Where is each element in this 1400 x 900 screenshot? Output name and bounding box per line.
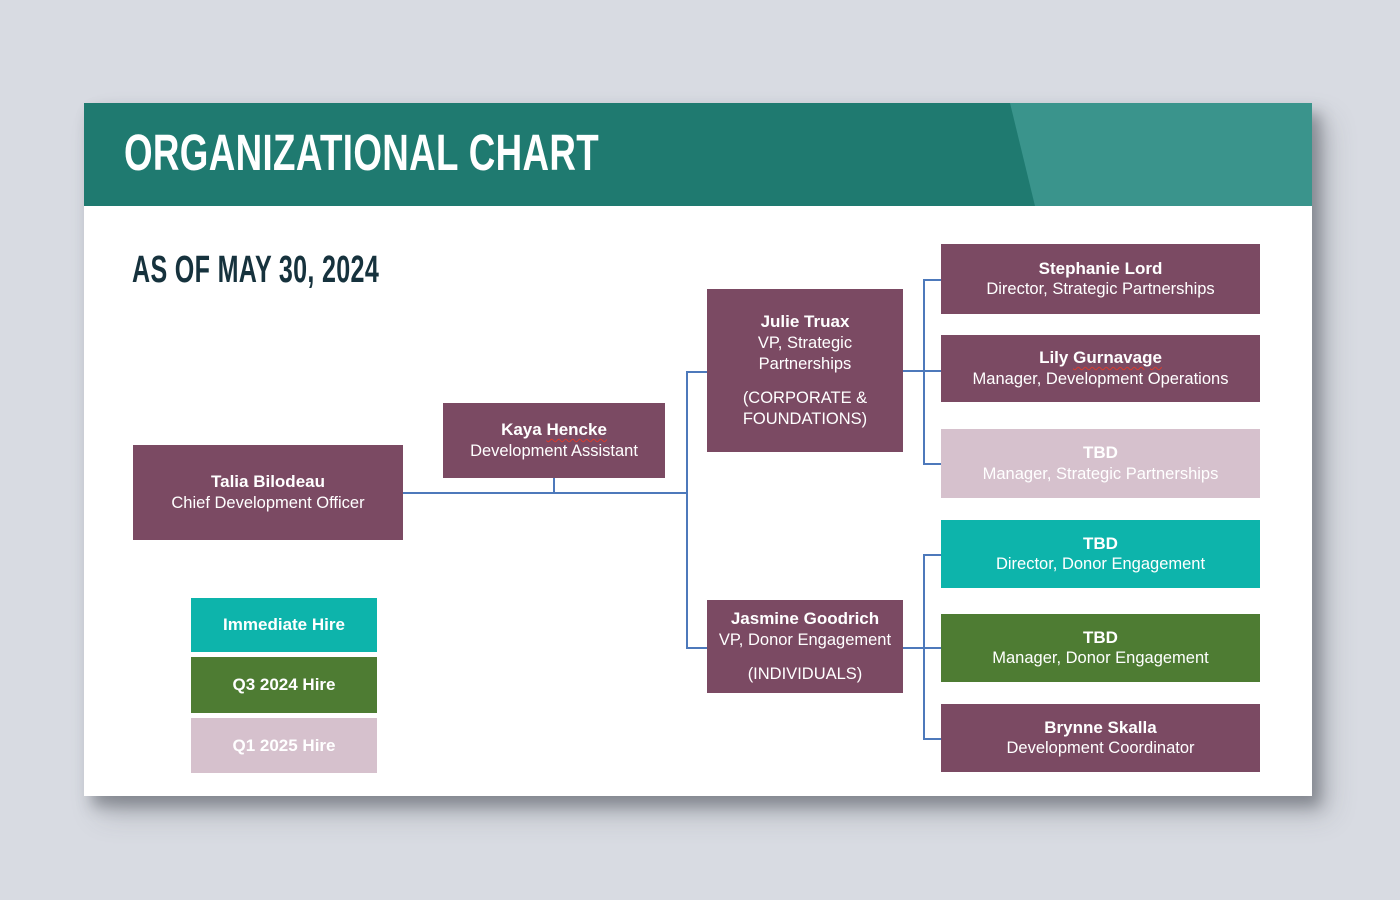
org-node-vp-strategic-partnerships: Julie Truax VP, Strategic Partnerships (…	[707, 289, 903, 452]
legend-q1-2025-hire: Q1 2025 Hire	[191, 718, 377, 773]
org-node-tbd-manager-strategic-partnerships: TBD Manager, Strategic Partnerships	[941, 429, 1260, 498]
name-misspelled-text: Gurnavage	[1073, 348, 1162, 368]
name-text: Brynne Skalla	[1044, 717, 1157, 737]
person-title: Chief Development Officer	[171, 493, 365, 512]
connector-line	[403, 492, 688, 494]
header-diagonal-accent	[1010, 103, 1312, 206]
division-label: (INDIVIDUALS)	[747, 664, 863, 683]
person-name: Julie Truax	[761, 311, 850, 333]
person-title: VP, Strategic Partnerships	[757, 333, 853, 373]
name-text: TBD	[1083, 533, 1118, 553]
person-name: TBD	[1083, 533, 1118, 555]
person-name: TBD	[1083, 442, 1118, 464]
name-text: TBD	[1083, 627, 1118, 647]
org-node-tbd-manager-donor-engagement: TBD Manager, Donor Engagement	[941, 614, 1260, 682]
connector-line	[923, 554, 925, 740]
org-node-tbd-director-donor-engagement: TBD Director, Donor Engagement	[941, 520, 1260, 588]
person-title: Development Coordinator	[1006, 739, 1195, 758]
connector-line	[903, 647, 941, 649]
name-text: Jasmine Goodrich	[730, 609, 880, 629]
person-title: Manager, Donor Engagement	[992, 649, 1209, 668]
person-title: Manager, Development Operations	[972, 369, 1229, 388]
connector-line	[923, 554, 941, 556]
connector-line	[686, 371, 688, 649]
name-text: Stephanie Lord	[1038, 258, 1163, 278]
person-name: Talia Bilodeau	[211, 471, 325, 493]
presentation-slide: ORGANIZATIONAL CHART AS OF MAY 30, 2024 …	[84, 103, 1312, 796]
slide-title: ORGANIZATIONAL CHART	[124, 123, 600, 181]
legend-immediate-hire: Immediate Hire	[191, 598, 377, 652]
connector-line	[686, 371, 707, 373]
org-node-development-coordinator: Brynne Skalla Development Coordinator	[941, 704, 1260, 772]
name-text: TBD	[1083, 443, 1118, 463]
org-node-development-assistant: Kaya Hencke Development Assistant	[443, 403, 665, 478]
person-title: Development Assistant	[470, 441, 638, 460]
person-name: Jasmine Goodrich	[731, 608, 879, 630]
person-title: Director, Strategic Partnerships	[986, 280, 1215, 299]
person-title: Director, Donor Engagement	[995, 555, 1206, 574]
legend-q3-2024-hire: Q3 2024 Hire	[191, 657, 377, 713]
name-text: Julie Truax	[760, 311, 850, 331]
name-text: Kaya	[501, 420, 547, 440]
connector-line	[903, 370, 941, 372]
name-text: Lily	[1039, 348, 1074, 368]
org-node-director-strategic-partnerships: Stephanie Lord Director, Strategic Partn…	[941, 244, 1260, 314]
connector-line	[553, 478, 555, 494]
division-label: (CORPORATE & FOUNDATIONS)	[742, 388, 868, 428]
org-node-manager-development-operations: Lily Gurnavage Manager, Development Oper…	[941, 335, 1260, 402]
connector-line	[923, 738, 941, 740]
connector-line	[686, 647, 707, 649]
person-name: Kaya Hencke	[501, 419, 607, 441]
person-title: Manager, Strategic Partnerships	[982, 464, 1219, 483]
connector-line	[923, 463, 941, 465]
name-text: Talia Bilodeau	[211, 472, 325, 492]
name-misspelled-text: Hencke	[546, 420, 607, 440]
org-node-vp-donor-engagement: Jasmine Goodrich VP, Donor Engagement (I…	[707, 600, 903, 693]
as-of-date-label: AS OF MAY 30, 2024	[132, 249, 380, 291]
connector-line	[923, 279, 925, 465]
connector-line	[923, 279, 941, 281]
person-name: Lily Gurnavage	[1039, 347, 1162, 369]
person-name: Stephanie Lord	[1039, 258, 1163, 280]
org-node-chief-development-officer: Talia Bilodeau Chief Development Officer	[133, 445, 403, 540]
slide-header-band: ORGANIZATIONAL CHART	[84, 103, 1312, 206]
person-name: TBD	[1083, 627, 1118, 649]
person-name: Brynne Skalla	[1044, 717, 1156, 739]
person-title: VP, Donor Engagement	[718, 630, 892, 649]
